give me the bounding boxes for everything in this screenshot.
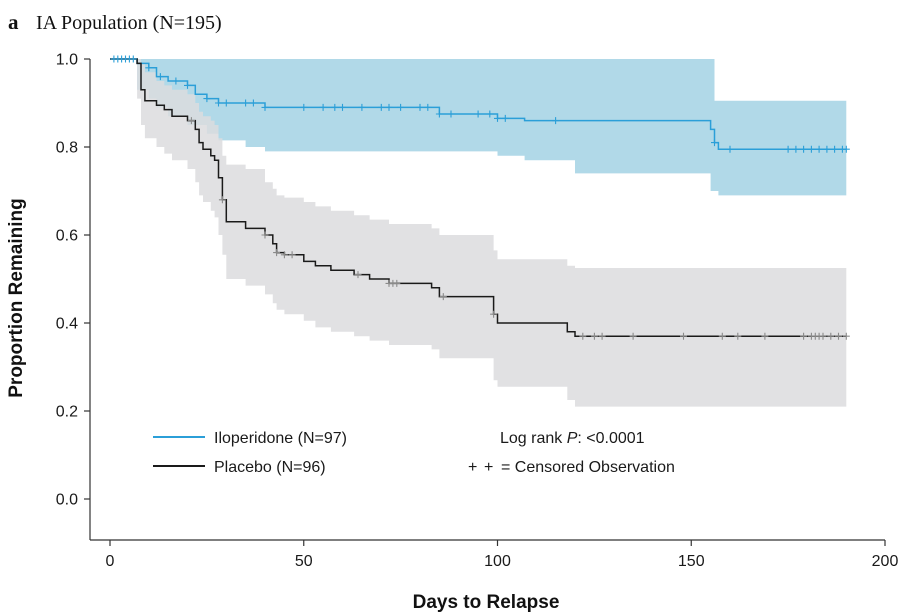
y-tick-label: 0.6	[56, 228, 78, 245]
censor-mark-placebo	[261, 231, 269, 239]
panel-letter: a	[8, 10, 19, 34]
censor-mark-iloperidone	[552, 117, 560, 125]
censor-mark-iloperidone	[435, 110, 443, 118]
y-ticks: 0.0 0.2 0.4 0.6 0.8 1.0	[56, 52, 90, 509]
censor-mark-iloperidone	[129, 55, 137, 63]
censor-mark-iloperidone	[385, 103, 393, 111]
censor-mark-iloperidone	[242, 99, 250, 107]
censor-mark-iloperidone	[823, 145, 831, 153]
censor-mark-iloperidone	[156, 73, 164, 81]
censor-mark-iloperidone	[203, 95, 211, 103]
censor-mark-iloperidone	[815, 145, 823, 153]
censor-mark-placebo	[629, 332, 637, 340]
censor-mark-placebo	[590, 332, 598, 340]
censor-mark-placebo	[439, 293, 447, 301]
log-rank-prefix: Log rank	[500, 430, 567, 447]
censor-key-label: = Censored Observation	[501, 459, 675, 476]
censor-mark-iloperidone	[249, 99, 257, 107]
censor-mark-placebo	[218, 196, 226, 204]
y-tick-label: 0.4	[56, 316, 78, 333]
censor-mark-placebo	[827, 332, 835, 340]
log-rank-annotation: Log rank P: <0.0001	[500, 430, 645, 447]
censor-mark-iloperidone	[339, 103, 346, 111]
censor-mark-placebo	[598, 332, 606, 340]
censor-mark-placebo	[819, 332, 827, 340]
censor-mark-iloperidone	[377, 103, 385, 111]
censor-mark-iloperidone	[424, 103, 432, 111]
censor-mark-iloperidone	[807, 145, 815, 153]
censor-mark-iloperidone	[261, 103, 269, 111]
censor-mark-placebo	[680, 332, 687, 340]
panel-title: IA Population (N=195)	[36, 12, 222, 34]
censor-mark-iloperidone	[784, 145, 792, 153]
y-tick-label: 1.0	[56, 52, 78, 69]
censor-mark-placebo	[718, 332, 726, 340]
censor-mark-placebo	[280, 251, 288, 259]
censor-mark-placebo	[761, 332, 769, 340]
censor-mark-placebo	[354, 271, 362, 279]
curve-placebo	[110, 58, 847, 337]
log-rank-p: P	[567, 430, 578, 447]
censor-mark-placebo	[734, 332, 742, 340]
censor-mark-placebo	[579, 332, 587, 340]
y-tick-label: 0.0	[56, 492, 78, 509]
log-rank-value: : <0.0001	[577, 430, 644, 447]
ci-band-placebo	[110, 59, 847, 407]
censor-mark-iloperidone	[831, 145, 839, 153]
censor-mark-iloperidone	[184, 81, 191, 89]
censor-mark-iloperidone	[358, 103, 366, 111]
censor-mark-iloperidone	[331, 103, 339, 111]
censor-mark-iloperidone	[486, 110, 494, 118]
censored-observation-key: + + = Censored Observation	[468, 459, 675, 476]
censor-mark-iloperidone	[319, 103, 327, 111]
censor-mark-placebo	[800, 332, 808, 340]
censor-mark-iloperidone	[172, 77, 180, 85]
legend: Iloperidone (N=97) Placebo (N=96)	[153, 430, 347, 476]
censor-mark-iloperidone	[215, 99, 222, 107]
censor-mark-iloperidone	[792, 145, 800, 153]
censor-mark-placebo	[842, 332, 850, 340]
censor-mark-iloperidone	[300, 103, 308, 111]
y-axis-title: Proportion Remaining	[6, 198, 27, 398]
censor-mark-iloperidone	[416, 103, 424, 111]
censor-mark-placebo	[490, 310, 498, 318]
x-tick-label: 0	[106, 553, 115, 570]
censor-marks	[110, 55, 850, 340]
legend-label-iloperidone: Iloperidone (N=97)	[214, 430, 347, 447]
censor-mark-iloperidone	[494, 114, 501, 122]
x-tick-label: 50	[295, 553, 313, 570]
censor-mark-placebo	[835, 332, 842, 340]
censor-mark-iloperidone	[800, 145, 808, 153]
confidence-bands	[110, 59, 847, 407]
x-tick-label: 200	[872, 553, 899, 570]
censor-mark-placebo	[273, 249, 281, 257]
x-axis-title: Days to Relapse	[413, 592, 560, 613]
y-tick-label: 0.8	[56, 140, 78, 157]
censor-mark-iloperidone	[397, 103, 405, 111]
legend-label-placebo: Placebo (N=96)	[214, 459, 326, 476]
ci-band-iloperidone	[110, 59, 847, 196]
y-tick-label: 0.2	[56, 404, 78, 421]
censor-key-symbol-iloperidone: +	[468, 459, 477, 476]
censor-mark-placebo	[393, 279, 401, 287]
censor-mark-iloperidone	[842, 145, 850, 153]
censor-mark-placebo	[288, 251, 296, 259]
x-tick-label: 150	[678, 553, 705, 570]
censor-mark-iloperidone	[447, 110, 455, 118]
x-tick-label: 100	[484, 553, 511, 570]
censor-key-symbol-placebo: +	[484, 459, 493, 476]
axes: 0.0 0.2 0.4 0.6 0.8 1.0 0 50 100 150 200	[56, 52, 899, 571]
censor-mark-iloperidone	[222, 99, 230, 107]
censor-mark-iloperidone	[726, 145, 734, 153]
censor-mark-iloperidone	[145, 64, 153, 72]
x-ticks: 0 50 100 150 200	[106, 540, 899, 570]
censor-mark-placebo	[187, 117, 195, 125]
censor-mark-iloperidone	[474, 110, 482, 118]
censor-mark-iloperidone	[501, 114, 509, 122]
censor-mark-iloperidone	[711, 139, 718, 147]
